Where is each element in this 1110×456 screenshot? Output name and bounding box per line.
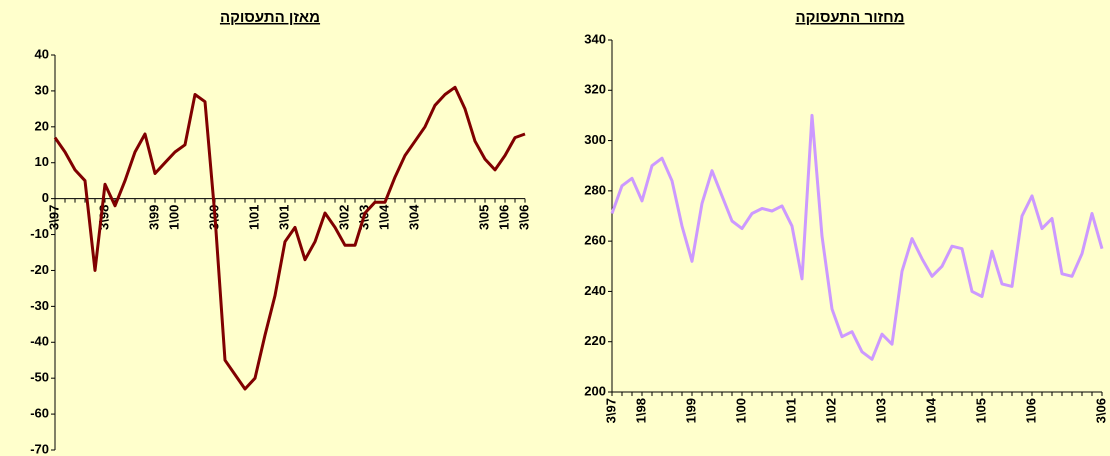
y-tick-label: -70: [30, 441, 49, 456]
data-line: [610, 113, 1104, 361]
x-tick-label: 3\97: [603, 398, 618, 423]
y-tick-label: 220: [584, 333, 606, 348]
x-tick-label: 1\99: [683, 398, 698, 423]
x-tick-label: 3\97: [46, 205, 61, 230]
y-tick-label: 200: [584, 383, 606, 398]
chart-title: מאזן התעסוקה: [220, 9, 320, 26]
x-tick-label: 3\02: [336, 205, 351, 230]
x-tick-label: 3\01: [276, 205, 291, 230]
y-tick-label: 260: [584, 233, 606, 248]
x-tick-label: 1\01: [246, 205, 261, 230]
x-tick-label: 1\04: [923, 397, 938, 423]
chart-title: מחזור התעסוקה: [795, 9, 904, 26]
x-tick-label: 1\01: [783, 398, 798, 423]
x-tick-label: 3\06: [516, 205, 531, 230]
x-tick-label: 1\02: [823, 398, 838, 423]
x-tick-label: 3\99: [146, 205, 161, 230]
data-line: [53, 85, 526, 391]
x-tick-label: 1\03: [873, 398, 888, 423]
y-tick-label: 320: [584, 82, 606, 97]
x-tick-label: 3\05: [476, 205, 491, 230]
y-tick-label: -60: [30, 406, 49, 421]
y-tick-label: -10: [30, 226, 49, 241]
y-tick-label: 40: [35, 46, 49, 61]
y-tick-label: 300: [584, 132, 606, 147]
x-tick-label: 1\04: [376, 204, 391, 230]
y-tick-label: 240: [584, 283, 606, 298]
x-tick-label: 1\98: [633, 398, 648, 423]
x-tick-label: 3\04: [406, 204, 421, 230]
x-tick-label: 1\06: [1023, 398, 1038, 423]
x-tick-label: 1\06: [496, 205, 511, 230]
y-tick-label: 20: [35, 118, 49, 133]
y-tick-label: 30: [35, 82, 49, 97]
x-tick-label: 1\05: [973, 398, 988, 423]
x-tick-label: 1\00: [733, 398, 748, 423]
y-tick-label: 10: [35, 154, 49, 169]
x-tick-label: 1\00: [166, 205, 181, 230]
y-tick-label: -30: [30, 298, 49, 313]
y-tick-label: 280: [584, 182, 606, 197]
y-tick-label: -40: [30, 334, 49, 349]
y-tick-label: -50: [30, 370, 49, 385]
x-tick-label: 3\06: [1093, 398, 1108, 423]
y-tick-label: -20: [30, 262, 49, 277]
y-tick-label: 340: [584, 31, 606, 46]
y-tick-label: 0: [42, 190, 49, 205]
